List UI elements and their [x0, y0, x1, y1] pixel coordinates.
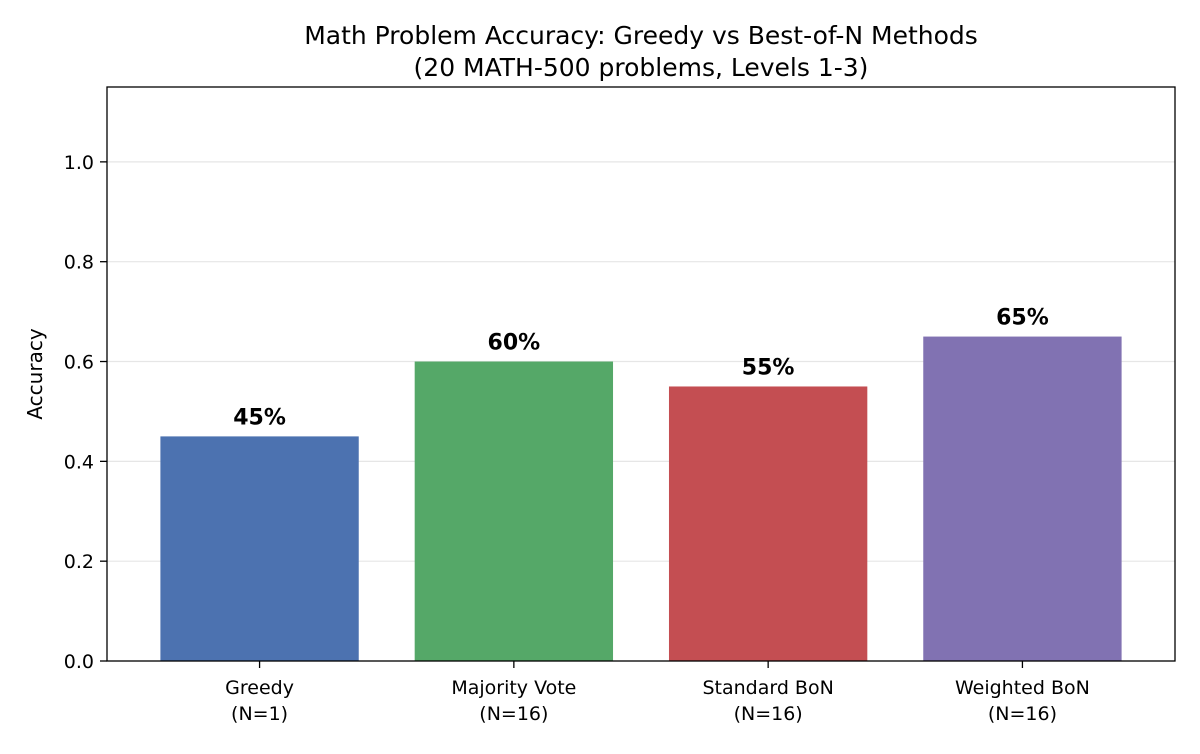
y-tick-label: 0.4: [64, 451, 94, 473]
chart-title: Math Problem Accuracy: Greedy vs Best-of…: [304, 21, 978, 50]
plot-frame: [106, 86, 1176, 662]
x-tick-sublabel: (N=16): [479, 703, 548, 725]
chart-subtitle: (20 MATH-500 problems, Levels 1-3): [414, 53, 869, 82]
y-axis-ticks: 0.0 0.2 0.4 0.6 0.8 1.0: [64, 152, 107, 673]
bar-series: [160, 336, 1122, 661]
bar-2: [414, 361, 614, 661]
x-tick-sublabel: (N=16): [734, 703, 803, 725]
x-tick-sublabel: (N=16): [988, 703, 1057, 725]
x-tick-label: Standard BoN: [702, 677, 833, 699]
x-tick-label: Majority Vote: [451, 677, 576, 699]
y-tick-label: 0.6: [64, 352, 94, 374]
y-tick-label: 0.0: [64, 651, 94, 673]
bar-3: [668, 386, 868, 661]
x-tick-sublabel: (N=1): [231, 703, 288, 725]
data-label: 60%: [488, 331, 541, 356]
bar-1: [160, 436, 359, 661]
x-tick-label: Weighted BoN: [955, 677, 1090, 699]
y-tick-label: 0.2: [64, 551, 94, 573]
data-label: 45%: [233, 405, 286, 430]
y-axis-label: Accuracy: [23, 328, 47, 419]
data-label: 55%: [742, 355, 795, 380]
bar-4: [923, 336, 1122, 661]
plot-border: [106, 86, 1176, 662]
x-axis-ticks: Greedy (N=1) Majority Vote (N=16) Standard B…: [225, 661, 1090, 725]
y-tick-label: 1.0: [64, 152, 94, 174]
data-labels: 45% 60% 55% 65%: [233, 306, 1049, 431]
data-label: 65%: [996, 306, 1049, 331]
x-tick-label: Greedy: [225, 677, 294, 699]
y-tick-label: 0.8: [64, 252, 94, 274]
